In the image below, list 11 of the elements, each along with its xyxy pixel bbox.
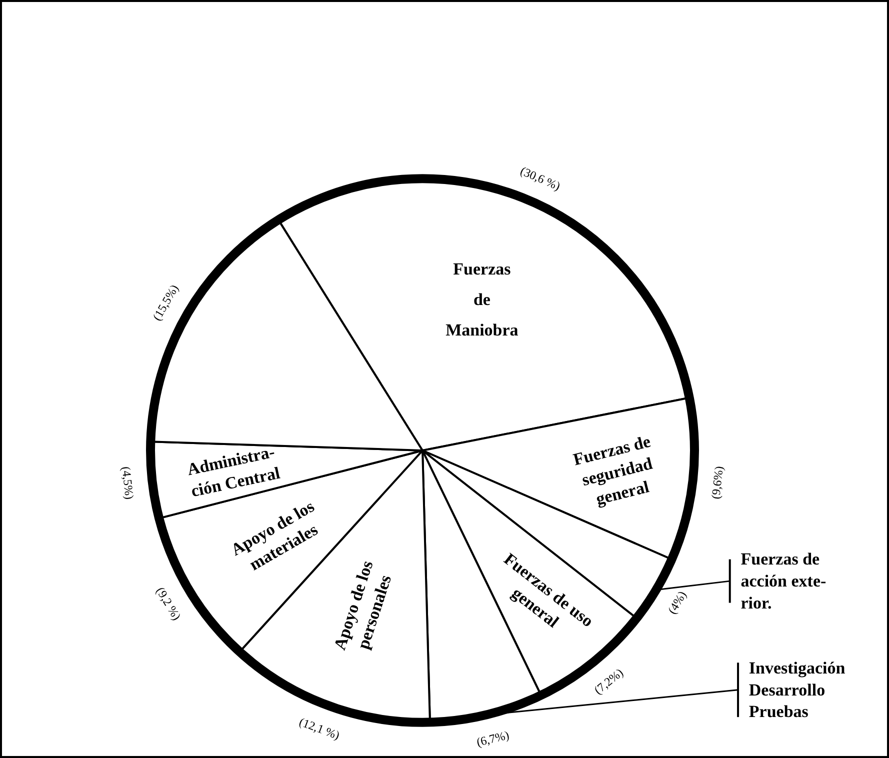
data-label: (4,5%) — [119, 466, 137, 500]
slice-label: Investigación Desarrollo Pruebas — [748, 658, 846, 722]
slice-label: Administra- ción Central — [186, 442, 282, 501]
data-label: (9,2 %) — [153, 584, 184, 623]
data-label: (12,1 %) — [297, 714, 342, 742]
data-label: (6,7%) — [475, 728, 510, 750]
slice-label: Fuerzas de acción exte- rior. — [740, 550, 827, 612]
slice-label: Fuerzas de seguridad general — [571, 432, 655, 509]
data-label: (9,6%) — [708, 465, 726, 500]
data-label: (30,6 %) — [518, 164, 562, 194]
slice-label: Fuerzas de Maniobra — [446, 260, 519, 340]
